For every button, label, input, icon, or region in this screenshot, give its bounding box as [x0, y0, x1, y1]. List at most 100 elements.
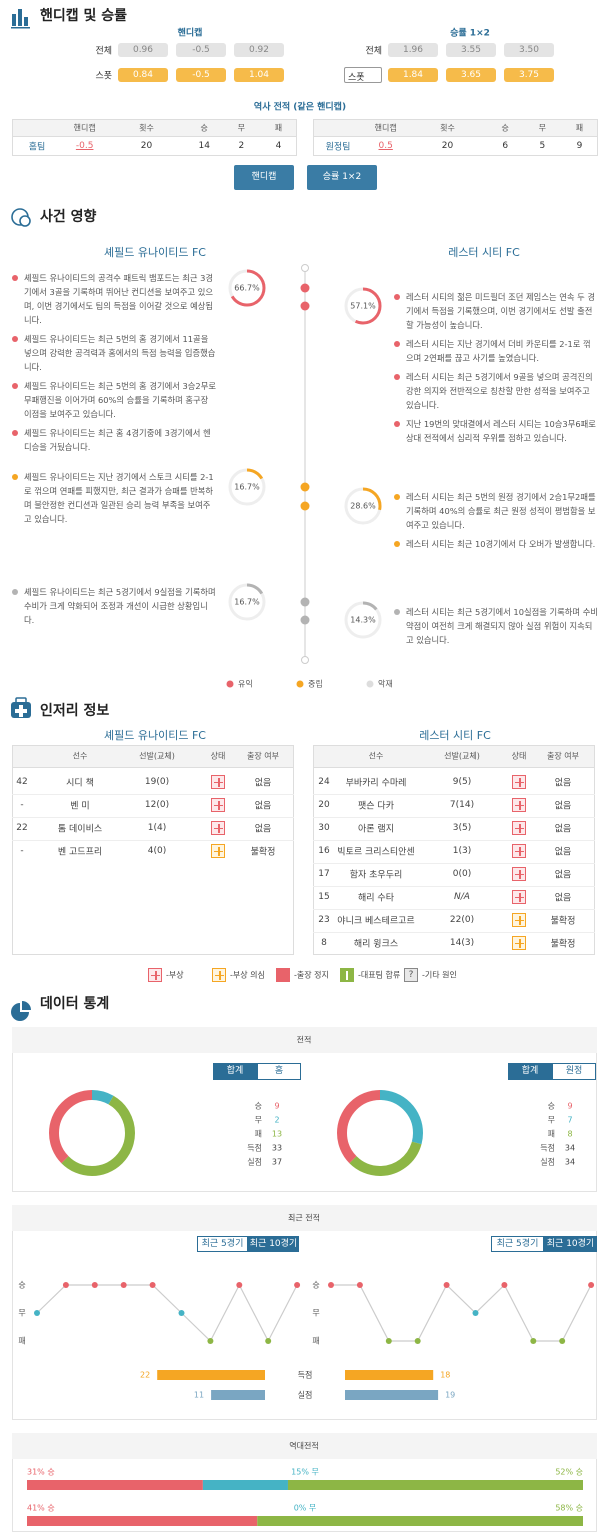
player-number: 23	[318, 915, 330, 925]
row-divider	[313, 886, 595, 887]
legend-label: 유익	[238, 679, 253, 689]
stat-value: 2	[274, 1115, 280, 1125]
table-cell: -0.5	[75, 141, 94, 151]
stat-value: 13	[271, 1129, 283, 1139]
odds-select[interactable]: 스폿	[344, 67, 382, 83]
form-point	[501, 1282, 508, 1288]
player-availability: 없음	[254, 778, 272, 789]
stat-label: 실점	[247, 1157, 262, 1167]
tab[interactable]: 홈	[257, 1063, 301, 1080]
legend-dot	[366, 680, 374, 688]
plus-v	[346, 971, 348, 980]
status-icon: ?	[404, 968, 418, 982]
h2h-bar	[287, 1480, 583, 1490]
status-icon	[512, 798, 526, 812]
event-text: 셰필드 유나이티드는 최근 홈 4경기중에 3경기에서 헨디승을 거뒀습니다.	[24, 428, 211, 452]
player-apps: 0(0)	[452, 869, 472, 879]
stat-value: 7	[567, 1115, 573, 1125]
row-divider	[313, 840, 595, 841]
tab[interactable]: 최근 10경기	[544, 1236, 597, 1252]
team-name: 레스터 시티 FC	[448, 246, 520, 259]
event-bullet	[12, 430, 18, 436]
legend-label: -대표팀 합류	[358, 970, 401, 980]
status-icon	[211, 775, 225, 789]
odds-pill: -0.5	[176, 68, 226, 82]
tab[interactable]: 합계	[508, 1063, 552, 1080]
odds-pill: -0.5	[176, 43, 226, 57]
table-header: 무	[237, 123, 246, 133]
form-point	[559, 1338, 566, 1344]
event-list: 레스터 시티는 최근 5번의 원정 경기에서 2승1무2패를 기록하며 40%의…	[394, 490, 598, 556]
ring-label: 66.7%	[234, 283, 260, 293]
table-cell: 홈팀	[28, 142, 46, 153]
table-header-bg	[313, 119, 598, 137]
status-icon	[340, 968, 354, 982]
player-apps: 1(3)	[452, 846, 472, 856]
donut-segment	[337, 1090, 423, 1176]
event-bullet	[394, 294, 400, 300]
tab[interactable]: 최근 5경기	[197, 1236, 248, 1252]
player-name: 톰 데이비스	[57, 824, 103, 835]
tab[interactable]: 원정	[552, 1063, 596, 1080]
stat-value: 9	[274, 1101, 280, 1111]
bar-label: 득점	[297, 1370, 313, 1380]
row-divider	[313, 863, 595, 864]
event-text: 레스터 시티는 지난 경기에서 더비 카운티를 2-1로 꺾으며 2연패를 끊고…	[406, 339, 591, 363]
event-list: 셰필드 유나이티드는 지난 경기에서 스토크 시티를 2-1로 꺾으며 연패를 …	[12, 470, 217, 531]
event-item: 레스터 시티는 최근 5번의 원정 경기에서 2승1무2패를 기록하며 40%의…	[394, 490, 598, 532]
panel-title: 최근 전적	[288, 1213, 320, 1223]
donut-segment	[49, 1090, 135, 1176]
tab[interactable]: 합계	[213, 1063, 257, 1080]
player-availability: 불확정	[250, 847, 276, 858]
table-header: 선발(교체)	[444, 751, 480, 761]
player-number: 16	[318, 846, 330, 856]
h2h-bar	[202, 1480, 288, 1490]
event-item: 레스터 시티는 최근 5경기에서 10실점을 기록하며 수비 약점이 여전히 크…	[394, 605, 598, 647]
player-availability: 없음	[554, 870, 572, 881]
team-name: 셰필드 유나이티드 FC	[104, 246, 206, 259]
event-bullet	[12, 275, 18, 281]
row-divider	[313, 817, 595, 818]
event-item: 레스터 시티는 지난 경기에서 더비 카운티를 2-1로 꺾으며 2연패를 끊고…	[394, 337, 598, 365]
tab-button[interactable]: 승률 1×2	[307, 165, 377, 190]
plus-h	[515, 804, 524, 806]
event-item: 셰필드 유나이티드는 지난 경기에서 스토크 시티를 2-1로 꺾으며 연패를 …	[12, 470, 217, 526]
event-list: 셰필드 유나이티드는 최근 5경기에서 9실점을 기록하며 수비가 크게 약화되…	[12, 585, 217, 632]
player-availability: 없음	[554, 824, 572, 835]
tab[interactable]: 최근 10경기	[248, 1236, 299, 1252]
event-item: 셰필드 유나이티드는 최근 홈 4경기중에 3경기에서 헨디승을 거뒀습니다.	[12, 426, 217, 454]
table-header: 출장 여부	[247, 751, 279, 761]
table-header: 패	[575, 123, 584, 133]
status-icon	[512, 867, 526, 881]
legend-label: -부상	[166, 970, 184, 980]
section-title: 핸디캡 및 승률	[40, 8, 128, 24]
event-bullet	[12, 336, 18, 342]
player-name: 해리 수타	[358, 893, 394, 904]
event-list: 레스터 시티는 최근 5경기에서 10실점을 기록하며 수비 약점이 여전히 크…	[394, 605, 598, 652]
bar-value: 19	[445, 1390, 456, 1400]
legend-label: -출장 정지	[294, 970, 329, 980]
event-text: 셰필드 유나이티드의 공격수 패트릭 뱀포드는 최근 3경기에서 3골을 기록하…	[24, 273, 214, 325]
stat-value: 9	[567, 1101, 573, 1111]
event-bullet	[394, 341, 400, 347]
event-item: 셰필드 유나이티드는 최근 5번의 홈 경기에서 11골을 넣으며 강력한 공격…	[12, 332, 217, 374]
plus-h	[214, 850, 223, 852]
form-line	[331, 1284, 592, 1342]
player-availability: 없음	[554, 893, 572, 904]
bar-value: 11	[193, 1390, 205, 1400]
status-icon	[512, 936, 526, 950]
table-header: 승	[501, 123, 509, 133]
table-cell: 6	[502, 141, 509, 151]
tab[interactable]: 최근 5경기	[491, 1236, 544, 1252]
player-name: 아론 램지	[358, 824, 394, 835]
table-header: 출장 여부	[547, 751, 579, 761]
odds-pill: 3.65	[446, 68, 496, 82]
legend-dot	[296, 680, 304, 688]
player-name: 해리 윙크스	[353, 939, 399, 950]
status-icon	[211, 844, 225, 858]
row-label: 전체	[365, 46, 382, 57]
player-apps: 3(5)	[452, 823, 472, 833]
tab-button[interactable]: 핸디캡	[234, 165, 294, 190]
timeline-dot	[300, 597, 310, 607]
player-number: 8	[321, 938, 327, 948]
